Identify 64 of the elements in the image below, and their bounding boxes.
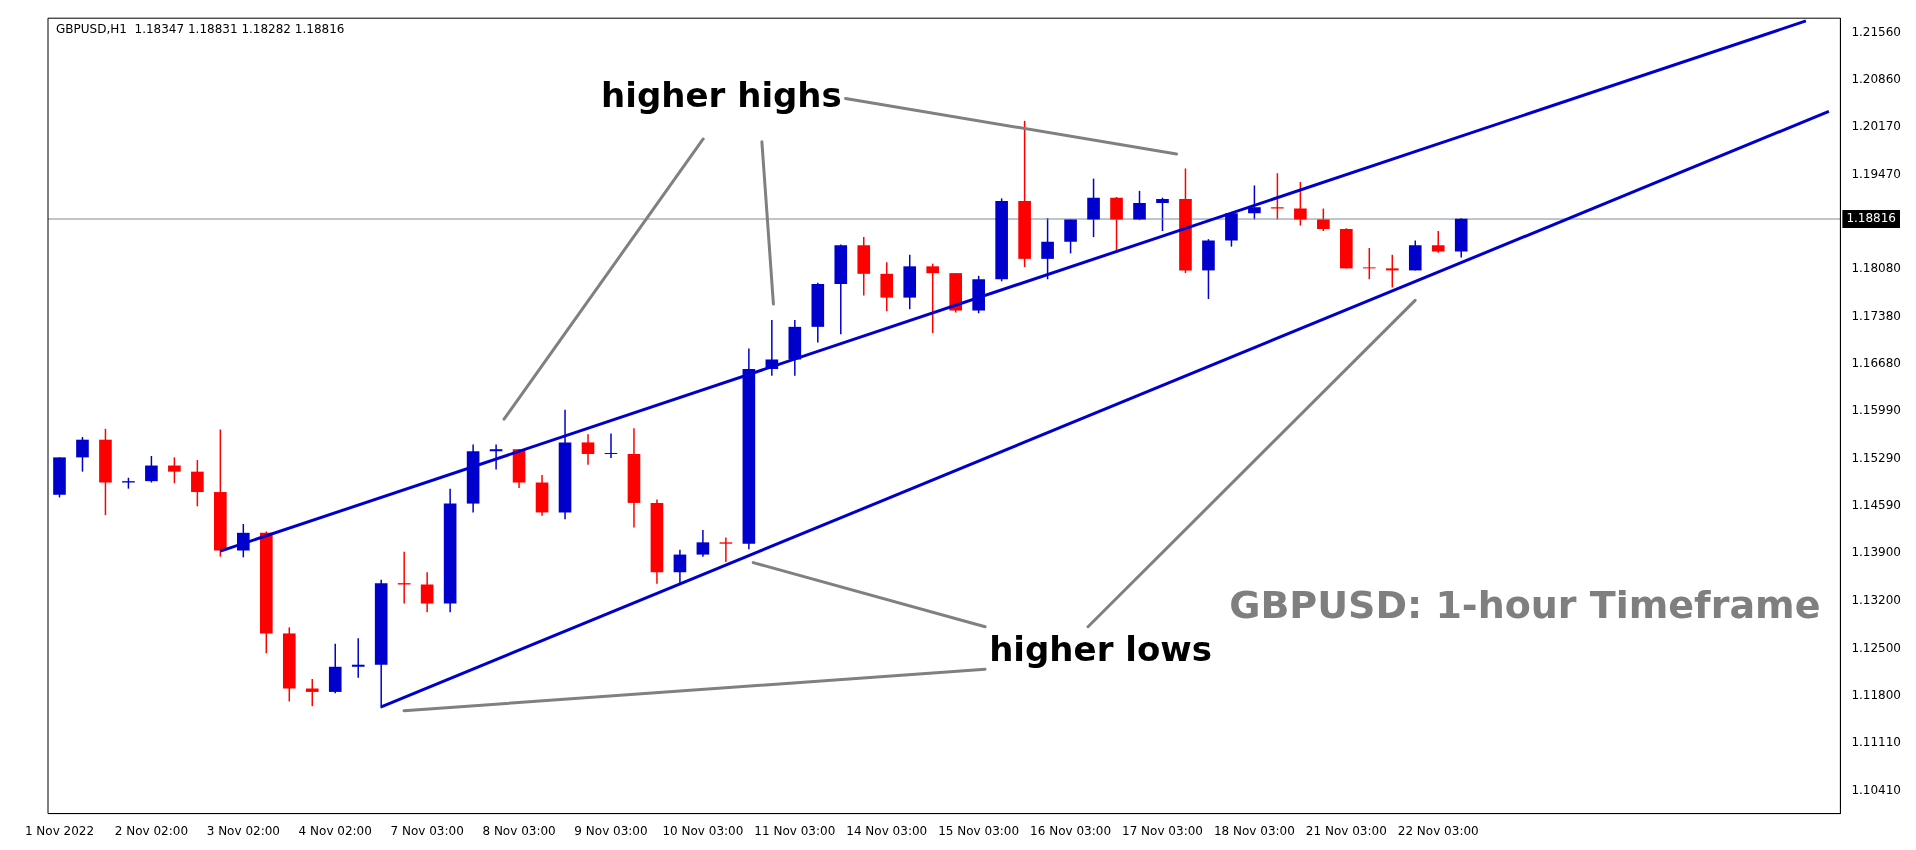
candlestick	[420, 571, 434, 614]
candlestick	[1156, 196, 1169, 232]
x-tick-label: 4 Nov 02:00	[298, 823, 372, 838]
y-tick-label: 1.11800	[1851, 688, 1901, 703]
y-tick-label: 1.15290	[1851, 450, 1901, 465]
y-tick-label: 1.18080	[1851, 261, 1901, 276]
candlestick	[1064, 218, 1077, 255]
y-tick-label: 1.19470	[1851, 166, 1901, 181]
candlestick	[1294, 181, 1307, 227]
candlestick	[1041, 217, 1054, 280]
y-tick-label: 1.13200	[1851, 592, 1901, 607]
candlestick	[191, 459, 204, 508]
candlestick	[168, 456, 181, 484]
candlestick	[1087, 177, 1100, 238]
annotation: higher highs	[601, 75, 842, 116]
candlestick	[1362, 247, 1376, 280]
x-tick-label: 9 Nov 03:00	[574, 823, 648, 838]
candlestick	[719, 536, 733, 563]
y-tick-label: 1.17380	[1851, 308, 1901, 323]
x-tick-label: 21 Nov 03:00	[1305, 823, 1387, 838]
x-tick-label: 17 Nov 03:00	[1122, 823, 1203, 838]
x-tick-label: 7 Nov 03:00	[390, 823, 464, 838]
x-tick-label: 15 Nov 03:00	[938, 823, 1020, 838]
candlestick	[673, 549, 687, 585]
x-tick-label: 3 Nov 02:00	[206, 823, 280, 838]
y-tick-label: 1.11110	[1851, 735, 1901, 750]
y-tick-label: 1.20860	[1851, 72, 1901, 87]
candlestick	[1431, 230, 1445, 254]
candlestick	[489, 443, 503, 471]
candlestick	[1317, 207, 1330, 232]
y-tick-label: 1.15990	[1851, 403, 1901, 418]
y-tick-label: 1.13900	[1851, 545, 1901, 560]
candlestick	[1385, 254, 1399, 289]
y-tick-label: 1.10410	[1851, 782, 1901, 797]
x-tick-label: 14 Nov 03:00	[846, 823, 928, 838]
y-tick-label: 1.14590	[1851, 498, 1901, 513]
x-tick-label: 22 Nov 03:00	[1397, 823, 1479, 838]
candlestick	[581, 433, 595, 466]
y-tick-label: 1.21560	[1851, 24, 1901, 39]
candlestick	[880, 261, 894, 312]
candlestick	[351, 637, 365, 679]
x-tick-label: 10 Nov 03:00	[662, 823, 744, 838]
chart-subtitle: GBPUSD,H1 1.18347 1.18831 1.18282 1.18816	[56, 22, 345, 37]
candlestick	[1133, 190, 1146, 221]
candlestick	[926, 262, 940, 334]
x-tick-label: 18 Nov 03:00	[1213, 823, 1295, 838]
x-tick-label: 1 Nov 2022	[24, 823, 95, 838]
candlestick	[76, 436, 89, 473]
y-tick-label: 1.12500	[1851, 640, 1901, 655]
x-tick-label: 2 Nov 02:00	[114, 823, 189, 838]
x-tick-label: 8 Nov 03:00	[482, 823, 556, 838]
y-tick-label: 1.20170	[1851, 119, 1901, 134]
annotation: higher lows	[989, 629, 1212, 670]
candlestick	[1248, 184, 1261, 221]
candlestick	[145, 455, 158, 484]
x-tick-label: 11 Nov 03:00	[754, 823, 836, 838]
x-tick-label: 16 Nov 03:00	[1030, 823, 1112, 838]
candlestick	[696, 529, 710, 558]
y-tick-label: 1.16680	[1851, 356, 1901, 371]
candlestick	[604, 432, 618, 459]
candlestick	[305, 678, 319, 707]
text: GBPUSD: 1-hour Timeframe	[1229, 582, 1821, 627]
ref-line-label: 1.18816	[1846, 211, 1896, 226]
candlestick	[1271, 172, 1284, 221]
